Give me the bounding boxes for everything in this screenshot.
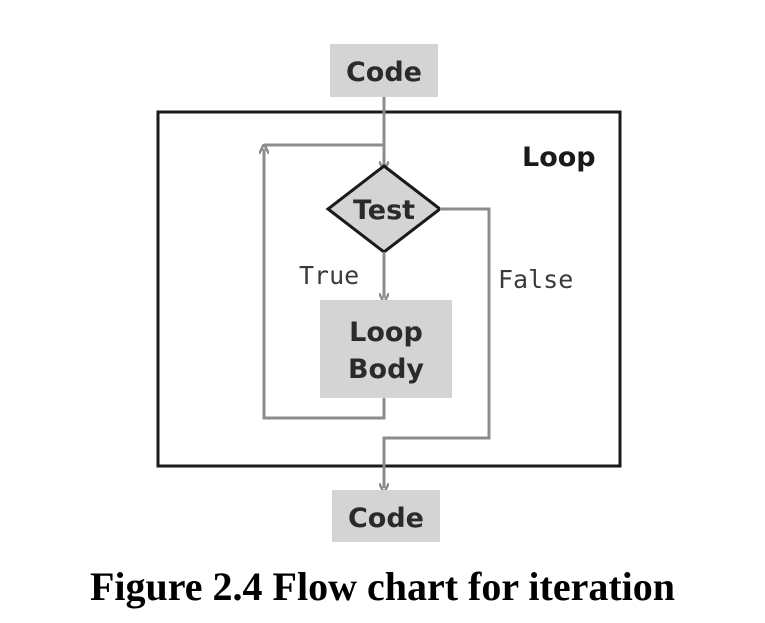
code-top-box [330, 44, 438, 97]
arrow-false-branch [384, 207, 491, 488]
code-top-label: Code [346, 57, 422, 88]
loop-body-label-line2: Body [348, 354, 424, 385]
test-label: Test [353, 195, 415, 226]
code-bottom-label: Code [348, 503, 424, 534]
figure-caption: Figure 2.4 Flow chart for iteration [89, 564, 676, 609]
iteration-flowchart: Loop Code Test False True Loop Body Code [156, 44, 622, 542]
code-bottom-box [332, 490, 440, 542]
loop-label: Loop [522, 142, 596, 173]
loop-body-box [320, 300, 452, 398]
arrow-loop-back [264, 149, 386, 420]
false-label: False [498, 265, 573, 294]
loop-body-label-line1: Loop [349, 317, 423, 348]
loop-frame [156, 110, 622, 468]
true-label: True [299, 261, 359, 290]
